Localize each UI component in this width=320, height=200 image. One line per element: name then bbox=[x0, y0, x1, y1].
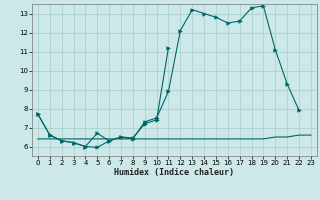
X-axis label: Humidex (Indice chaleur): Humidex (Indice chaleur) bbox=[115, 168, 234, 177]
